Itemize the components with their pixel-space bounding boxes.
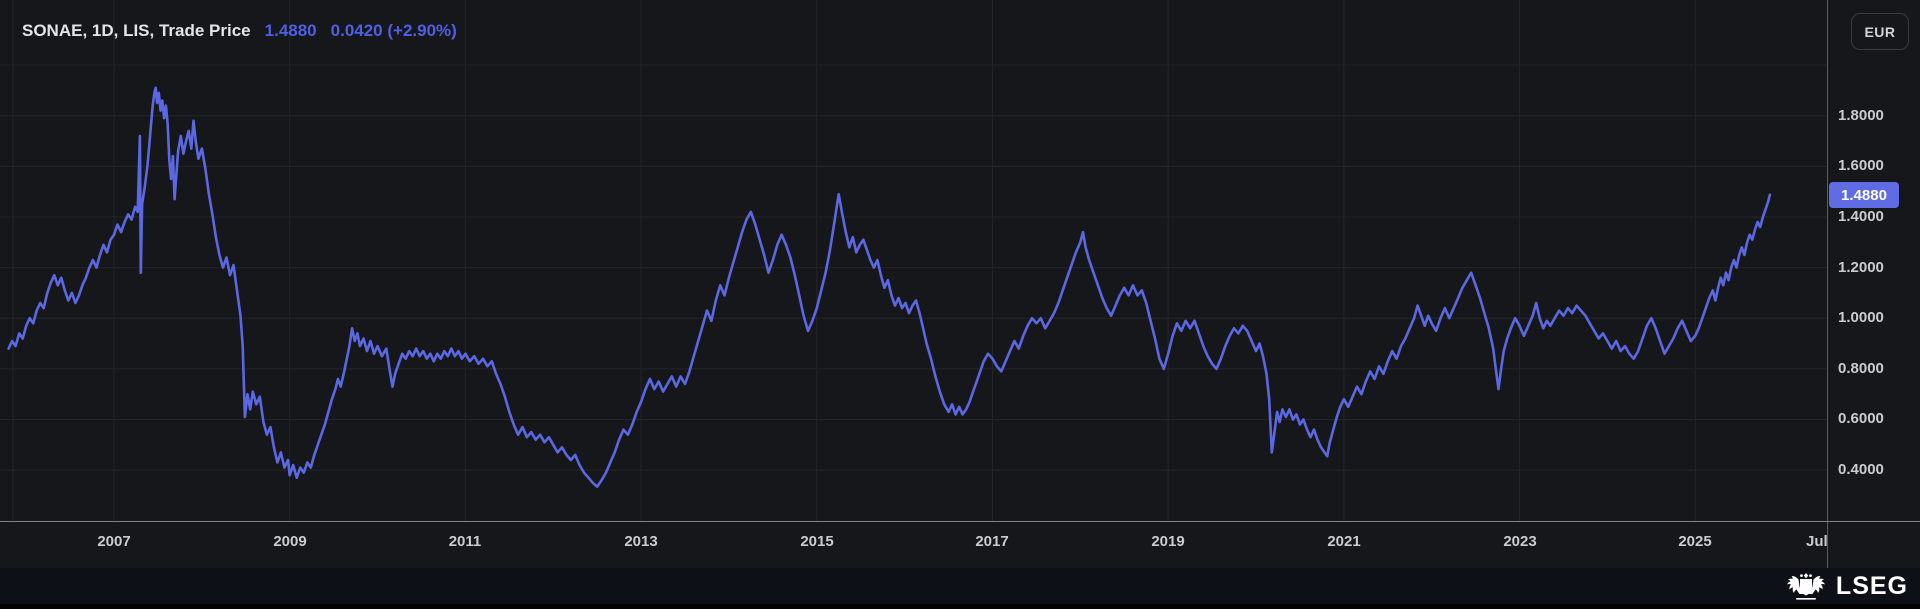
symbol-title[interactable]: SONAE, 1D, LIS, Trade Price: [22, 21, 251, 40]
price-chart-pane[interactable]: [0, 0, 1827, 521]
price-change-value: 0.0420 (+2.90%): [330, 21, 457, 40]
time-axis-edge-label: Jul: [1806, 533, 1827, 550]
time-axis-scale[interactable]: Jul 2007 2009 2011 2013 2015 2017 2019 2021 2023…: [0, 522, 1827, 570]
price-axis-separator: [1827, 0, 1828, 570]
time-tick-2015: 2015: [800, 533, 834, 550]
time-tick-2011: 2011: [448, 533, 482, 550]
watermark-band: LSEG: [0, 568, 1920, 604]
price-tick-1.0000: 1.0000: [1838, 309, 1884, 326]
time-tick-2007: 2007: [97, 533, 131, 550]
currency-button[interactable]: EUR: [1851, 13, 1909, 50]
last-price-value: 1.4880: [264, 21, 317, 40]
lseg-wordmark: LSEG: [1835, 571, 1908, 600]
price-tick-1.2000: 1.2000: [1838, 259, 1884, 276]
price-line-trade-price: [7, 86, 1772, 488]
time-tick-2021: 2021: [1327, 533, 1361, 550]
chart-legend: SONAE, 1D, LIS, Trade Price 1.4880 0.042…: [22, 19, 457, 43]
price-tick-0.6000: 0.6000: [1838, 410, 1884, 427]
time-axis-separator: [0, 521, 1920, 522]
price-tick-1.8000: 1.8000: [1838, 107, 1884, 124]
price-tick-1.4000: 1.4000: [1838, 208, 1884, 225]
current-price-badge: 1.4880: [1829, 182, 1899, 208]
price-tick-0.8000: 0.8000: [1838, 360, 1884, 377]
time-tick-2025: 2025: [1678, 533, 1712, 550]
time-tick-2009: 2009: [273, 533, 307, 550]
price-tick-0.4000: 0.4000: [1838, 461, 1884, 478]
price-axis-scale[interactable]: 1.8000 1.6000 1.4000 1.2000 1.0000 0.8000 0.60…: [1828, 0, 1920, 521]
lseg-crest-icon: [1786, 573, 1825, 600]
time-tick-2019: 2019: [1151, 533, 1185, 550]
bottom-edge-strip: [0, 604, 1920, 609]
lseg-logo: LSEG: [1784, 571, 1908, 601]
price-tick-1.6000: 1.6000: [1838, 157, 1884, 174]
time-tick-2023: 2023: [1503, 533, 1537, 550]
time-tick-2013: 2013: [624, 533, 658, 550]
time-tick-2017: 2017: [975, 533, 1009, 550]
